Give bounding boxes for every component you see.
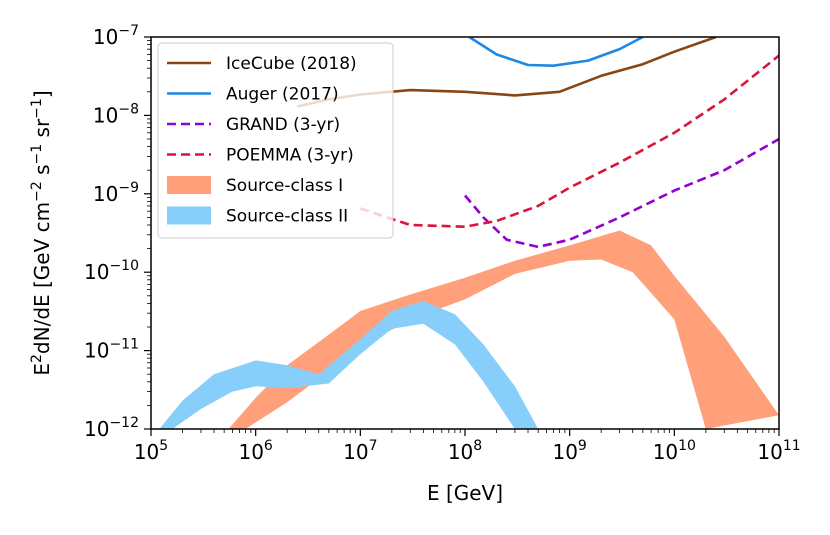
legend-label-icecube-2018: IceCube (2018): [226, 54, 357, 74]
y-axis-label: E2dN/dE [GeV cm−2 s−1 sr−1]: [29, 90, 54, 375]
y-axis: 10−12 10−11 10−10 10−9 10−8 10−7: [84, 23, 151, 441]
x-tick-label: 105: [134, 438, 168, 464]
legend-label-poemma-3-yr: POEMMA (3-yr): [226, 146, 354, 166]
legend-label-source-class-i: Source-class I: [226, 176, 343, 196]
legend-label-source-class-ii: Source-class II: [226, 207, 348, 227]
legend-label-auger-2017: Auger (2017): [226, 85, 339, 105]
x-tick-label: 1010: [653, 438, 696, 464]
y-tick-label: 10−8: [93, 101, 139, 127]
y-tick-label: 10−7: [93, 23, 139, 49]
legend-frame: [157, 42, 394, 239]
x-tick-label: 108: [448, 438, 482, 464]
legend-label-grand-3-yr: GRAND (3-yr): [226, 115, 340, 135]
x-axis-label: E [GeV]: [427, 481, 503, 505]
line-poemma-3-yr: [359, 54, 779, 228]
line-grand-3-yr: [464, 137, 779, 249]
legend-swatch-source-class-i: [167, 176, 211, 194]
x-tick-label: 107: [343, 438, 377, 464]
line-auger-2017: [468, 37, 644, 67]
legend: IceCube (2018) Auger (2017) GRAND (3-yr) PO…: [157, 42, 394, 239]
y-tick-label: 10−9: [93, 180, 139, 206]
band-source-class-i: [228, 230, 779, 429]
band-source-class-ii: [159, 300, 539, 429]
legend-swatch-source-class-ii: [167, 206, 211, 225]
y-tick-label: 10−10: [84, 258, 139, 284]
y-tick-label: 10−11: [84, 337, 139, 363]
x-tick-label: 1011: [757, 438, 800, 464]
x-tick-label: 109: [552, 438, 586, 464]
band-layer: [159, 230, 779, 429]
x-axis: 105 106 107 108 109 1010 1011: [134, 429, 801, 464]
y-tick-label: 10−12: [84, 415, 139, 441]
x-tick-label: 106: [238, 438, 272, 464]
